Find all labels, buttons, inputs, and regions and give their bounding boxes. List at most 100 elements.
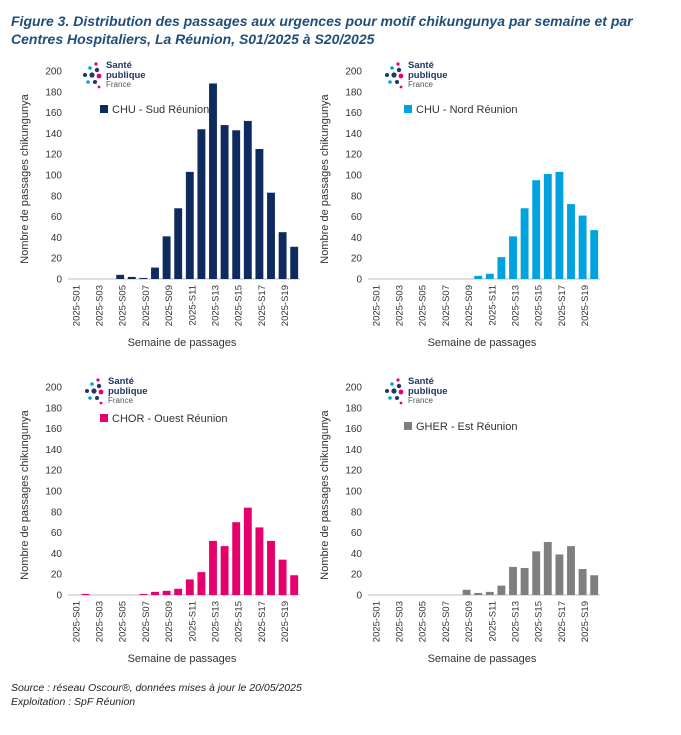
bar-2025-S17	[255, 527, 264, 595]
logo-dot	[99, 401, 103, 405]
bar-2025-S17	[255, 149, 264, 279]
bar-2025-S14	[520, 567, 529, 595]
bar-2025-S13	[509, 236, 517, 279]
bar-2025-S19	[578, 569, 587, 595]
x-tick-label: 2025-S13	[211, 601, 222, 642]
logo-dot	[395, 80, 399, 84]
legend-swatch	[100, 414, 108, 422]
x-tick-label: 2025-S07	[441, 285, 452, 326]
logo-dot	[385, 389, 389, 393]
bar-2025-S18	[267, 540, 275, 595]
logo-dot	[83, 73, 87, 77]
y-tick-label: 140	[45, 445, 62, 456]
bar-2025-S07	[139, 277, 148, 279]
x-tick-label: 2025-S03	[395, 601, 406, 642]
x-tick-label: 2025-S13	[511, 285, 522, 326]
y-tick-label: 200	[345, 67, 362, 78]
logo-dot	[93, 80, 97, 84]
y-tick-label: 80	[351, 191, 363, 202]
logo-dot	[385, 73, 389, 77]
x-tick-label: 2025-S17	[257, 601, 268, 642]
x-tick-label: 2025-S05	[418, 285, 429, 326]
legend-label: CHU - Nord Réunion	[416, 104, 517, 116]
y-axis-title: Nombre de passages chikungunya	[319, 409, 331, 579]
y-tick-label: 180	[45, 403, 62, 414]
x-tick-label: 2025-S05	[118, 601, 129, 642]
bar-2025-S13	[509, 566, 517, 595]
logo-line-2: publique	[108, 386, 148, 397]
y-tick-label: 160	[45, 108, 62, 119]
bar-2025-S09	[462, 589, 471, 595]
bar-2025-S16	[243, 120, 252, 279]
y-tick-label: 20	[351, 254, 363, 265]
x-tick-label: 2025-S03	[95, 285, 106, 326]
logo-dot	[89, 72, 95, 78]
bar-2025-S13	[209, 540, 217, 595]
bar-2025-S10	[474, 592, 483, 595]
legend-label: GHER - Est Réunion	[416, 421, 517, 433]
y-tick-label: 160	[45, 424, 62, 435]
logo-line-3: France	[108, 396, 133, 405]
bar-2025-S12	[197, 572, 206, 595]
legend-label: CHOR - Ouest Réunion	[112, 413, 228, 425]
x-tick-label: 2025-S07	[141, 601, 152, 642]
y-tick-label: 140	[345, 129, 362, 140]
logo-line-1: Santé	[408, 376, 434, 387]
x-tick-label: 2025-S11	[487, 285, 498, 326]
x-tick-label: 2025-S09	[464, 601, 475, 642]
x-tick-label: 2025-S15	[534, 601, 545, 642]
bar-2025-S17	[555, 554, 564, 595]
bar-2025-S06	[127, 276, 136, 279]
logo-dot	[396, 67, 402, 73]
bar-2025-S18	[567, 546, 575, 595]
bar-2025-S07	[139, 593, 148, 595]
y-tick-label: 0	[356, 591, 362, 602]
y-tick-label: 0	[356, 275, 362, 286]
figure-footer: Source : réseau Oscour®, données mises à…	[11, 681, 302, 709]
logo-dot	[88, 396, 92, 400]
logo-line-2: publique	[408, 70, 448, 81]
legend-label: CHU - Sud Réunion	[112, 104, 209, 116]
y-tick-label: 20	[51, 570, 63, 581]
y-tick-label: 160	[345, 108, 362, 119]
logo-dot	[391, 72, 397, 78]
y-tick-label: 40	[51, 233, 63, 244]
y-tick-label: 140	[345, 445, 362, 456]
x-axis-title: Semaine de passages	[428, 653, 537, 665]
logo-line-3: France	[408, 396, 433, 405]
legend-swatch	[404, 422, 412, 430]
bar-2025-S12	[497, 257, 506, 279]
y-tick-label: 80	[351, 507, 363, 518]
y-tick-label: 40	[51, 549, 63, 560]
logo-dot	[391, 388, 397, 394]
bar-2025-S20	[290, 575, 299, 595]
x-tick-label: 2025-S19	[280, 601, 291, 642]
y-tick-label: 140	[45, 129, 62, 140]
y-tick-label: 100	[45, 171, 62, 182]
x-tick-label: 2025-S09	[164, 285, 175, 326]
bar-2025-S09	[162, 236, 171, 279]
y-tick-label: 100	[345, 171, 362, 182]
logo-line-2: publique	[408, 386, 448, 397]
x-tick-label: 2025-S11	[187, 601, 198, 642]
logo-line-3: France	[408, 80, 433, 89]
bar-2025-S14	[220, 125, 229, 279]
x-tick-label: 2025-S07	[441, 601, 452, 642]
y-tick-label: 160	[345, 424, 362, 435]
y-tick-label: 120	[345, 466, 362, 477]
y-tick-label: 20	[351, 570, 363, 581]
logo-dot	[395, 396, 399, 400]
x-tick-label: 2025-S19	[580, 601, 591, 642]
bar-2025-S11	[485, 591, 494, 595]
legend-swatch	[100, 105, 108, 113]
y-tick-label: 80	[51, 507, 63, 518]
bar-2025-S10	[174, 208, 183, 279]
bar-2025-S16	[543, 173, 552, 279]
logo-dot	[388, 80, 392, 84]
x-tick-label: 2025-S09	[464, 285, 475, 326]
logo-line-2: publique	[106, 70, 146, 81]
